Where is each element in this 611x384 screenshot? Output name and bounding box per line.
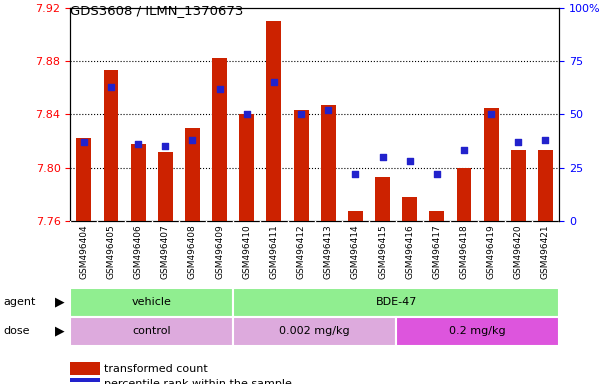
Point xyxy=(133,141,143,147)
Text: GSM496419: GSM496419 xyxy=(487,224,496,279)
Text: agent: agent xyxy=(3,297,35,308)
Bar xyxy=(375,177,390,221)
Bar xyxy=(233,288,559,317)
Text: GSM496406: GSM496406 xyxy=(134,224,142,279)
Point xyxy=(79,139,89,145)
Text: GDS3608 / ILMN_1370673: GDS3608 / ILMN_1370673 xyxy=(70,4,244,17)
Text: GSM496411: GSM496411 xyxy=(269,224,279,279)
Bar xyxy=(70,317,233,346)
Bar xyxy=(396,317,559,346)
Bar xyxy=(131,144,145,221)
Text: GSM496416: GSM496416 xyxy=(405,224,414,279)
Text: GSM496415: GSM496415 xyxy=(378,224,387,279)
Text: ▶: ▶ xyxy=(54,296,64,309)
Bar xyxy=(430,212,444,221)
Point xyxy=(432,171,442,177)
Bar xyxy=(76,138,91,221)
Text: control: control xyxy=(133,326,171,336)
Text: GSM496405: GSM496405 xyxy=(106,224,115,279)
Bar xyxy=(70,378,100,384)
Text: BDE-47: BDE-47 xyxy=(375,297,417,308)
Bar xyxy=(185,127,200,221)
Text: dose: dose xyxy=(3,326,29,336)
Bar xyxy=(70,362,100,375)
Text: GSM496420: GSM496420 xyxy=(514,224,523,279)
Bar xyxy=(456,167,472,221)
Point xyxy=(106,83,116,89)
Point xyxy=(269,79,279,85)
Point xyxy=(405,158,415,164)
Text: 0.2 mg/kg: 0.2 mg/kg xyxy=(449,326,506,336)
Text: GSM496414: GSM496414 xyxy=(351,224,360,279)
Text: 0.002 mg/kg: 0.002 mg/kg xyxy=(279,326,350,336)
Bar xyxy=(294,110,309,221)
Text: GSM496413: GSM496413 xyxy=(324,224,333,279)
Point xyxy=(378,154,387,160)
Point xyxy=(161,143,170,149)
Bar xyxy=(233,317,396,346)
Point xyxy=(513,139,523,145)
Text: GSM496408: GSM496408 xyxy=(188,224,197,279)
Bar xyxy=(158,152,173,221)
Bar xyxy=(70,288,233,317)
Text: vehicle: vehicle xyxy=(132,297,172,308)
Text: GSM496421: GSM496421 xyxy=(541,224,550,279)
Bar xyxy=(511,150,526,221)
Text: GSM496417: GSM496417 xyxy=(433,224,441,279)
Text: GSM496409: GSM496409 xyxy=(215,224,224,279)
Text: GSM496407: GSM496407 xyxy=(161,224,170,279)
Bar xyxy=(103,70,119,221)
Text: transformed count: transformed count xyxy=(104,364,208,374)
Point xyxy=(242,111,252,118)
Bar xyxy=(240,114,254,221)
Bar xyxy=(212,58,227,221)
Text: GSM496418: GSM496418 xyxy=(459,224,469,279)
Text: GSM496404: GSM496404 xyxy=(79,224,89,279)
Text: percentile rank within the sample: percentile rank within the sample xyxy=(104,379,292,384)
Bar xyxy=(538,150,553,221)
Point xyxy=(296,111,306,118)
Point xyxy=(351,171,360,177)
Point xyxy=(541,137,551,143)
Point xyxy=(486,111,496,118)
Bar xyxy=(484,108,499,221)
Point xyxy=(188,137,197,143)
Text: GSM496410: GSM496410 xyxy=(243,224,251,279)
Point xyxy=(214,86,224,92)
Bar xyxy=(266,21,282,221)
Text: GSM496412: GSM496412 xyxy=(296,224,306,279)
Point xyxy=(323,107,333,113)
Bar xyxy=(402,197,417,221)
Point xyxy=(459,147,469,154)
Bar xyxy=(348,212,363,221)
Text: ▶: ▶ xyxy=(54,325,64,338)
Bar xyxy=(321,105,335,221)
